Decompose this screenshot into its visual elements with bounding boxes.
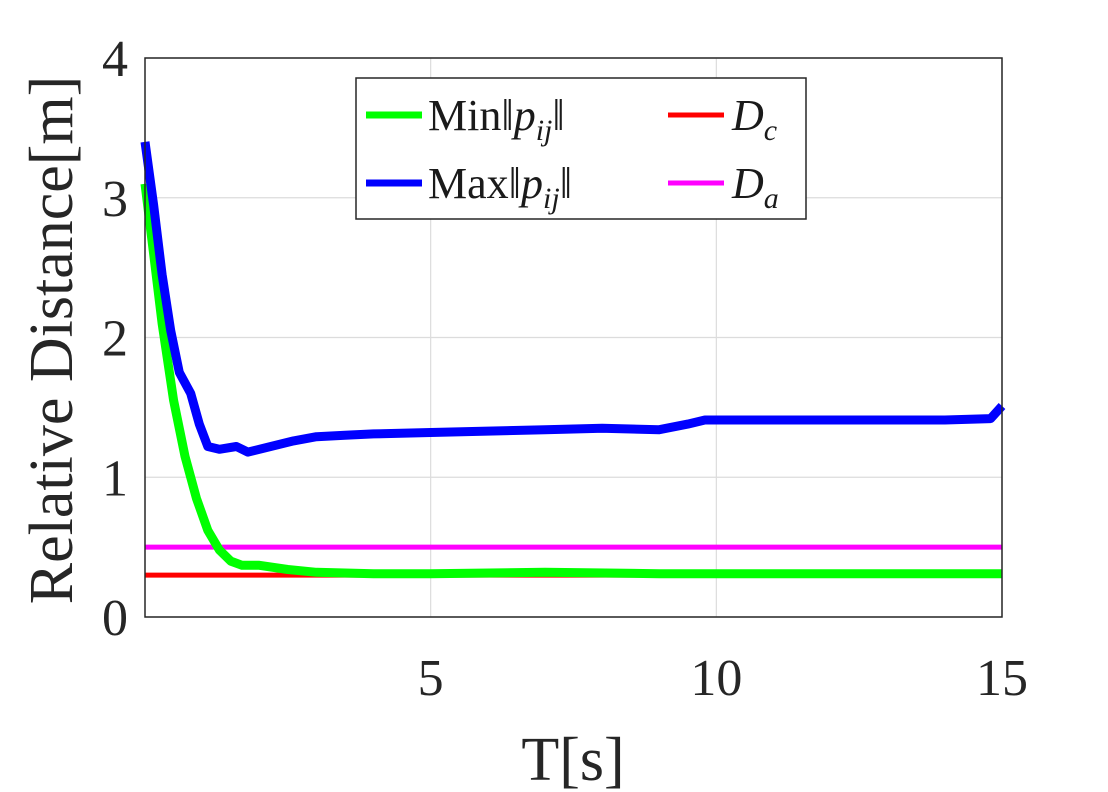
y-tick-labels: 0 1 2 3 4 xyxy=(102,31,128,647)
y-tick-label: 0 xyxy=(102,590,128,647)
legend: Min‖pij‖ Dc Max‖pij‖ Da xyxy=(355,77,807,220)
y-axis-label: Relative Distance[m] xyxy=(18,76,86,605)
legend-box xyxy=(355,77,807,220)
series-line-max xyxy=(140,141,1006,457)
x-tick-label: 10 xyxy=(690,650,742,707)
y-tick-label: 2 xyxy=(102,311,128,368)
y-tick-label: 1 xyxy=(102,450,128,507)
plot-frame xyxy=(144,57,1003,618)
x-tick-labels: 5 10 15 xyxy=(418,650,1028,707)
y-tick-label: 4 xyxy=(102,31,128,88)
series-lines xyxy=(140,141,1006,579)
series-line-min xyxy=(140,183,1002,579)
x-tick-label: 15 xyxy=(976,650,1028,707)
legend-label-da: Da xyxy=(731,159,779,215)
legend-label-dc: Dc xyxy=(731,91,777,147)
x-tick-label: 5 xyxy=(418,650,444,707)
x-axis-label: T[s] xyxy=(521,726,624,792)
legend-label-min: Min‖pij‖ xyxy=(428,91,565,147)
y-tick-label: 3 xyxy=(102,171,128,228)
